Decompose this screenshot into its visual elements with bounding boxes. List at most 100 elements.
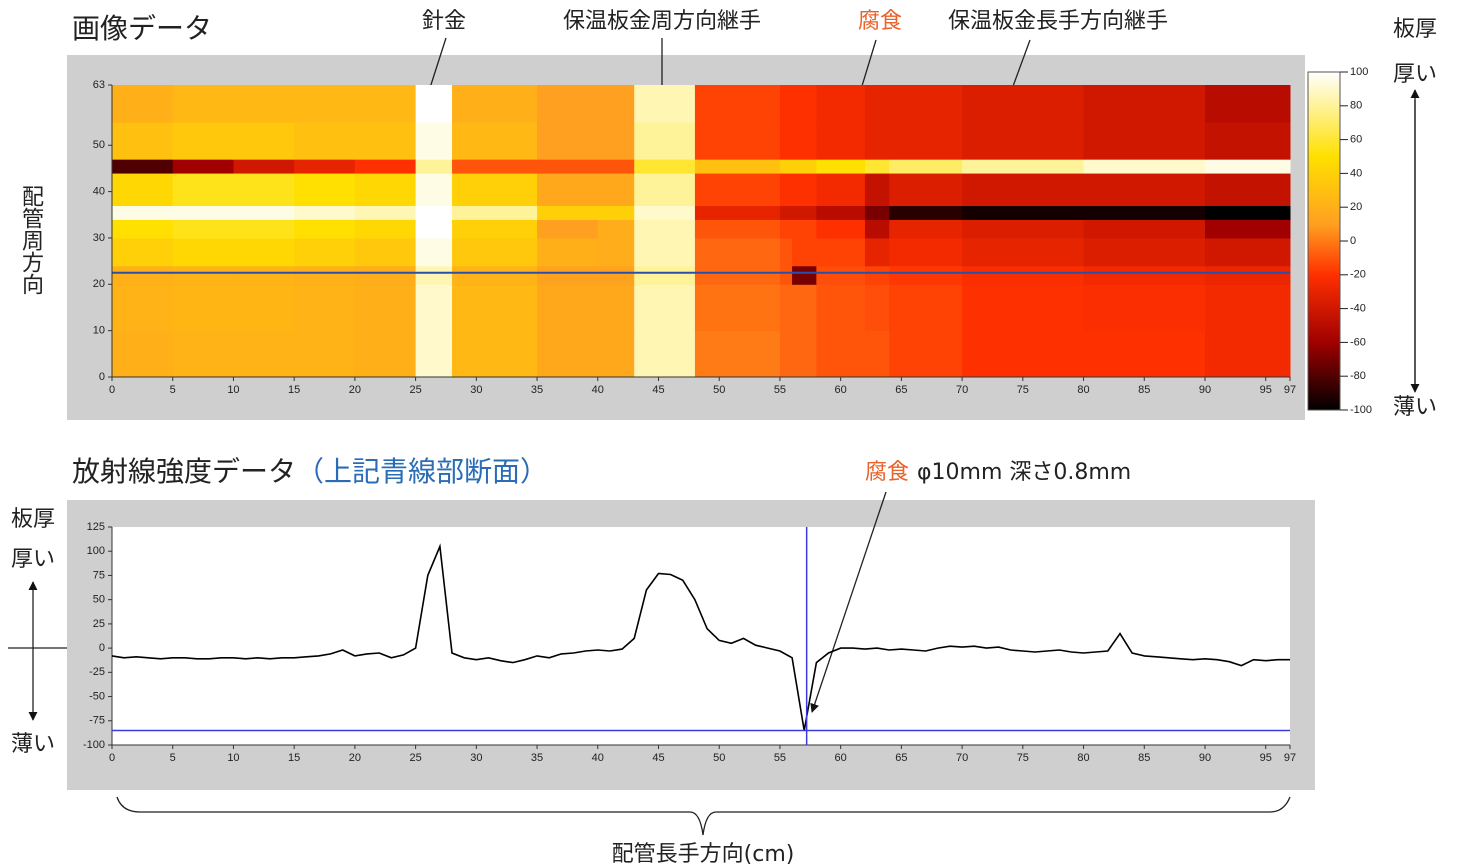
heatmap-cell — [889, 331, 962, 378]
heatmap-cell — [1205, 206, 1291, 220]
heatmap-cell — [112, 173, 173, 206]
heatmap-cell — [780, 206, 793, 220]
heatmap-cell — [233, 173, 294, 206]
y-tick-label: 10 — [93, 325, 105, 337]
heatmap-cell — [634, 219, 695, 238]
annotation: 針金 — [422, 9, 466, 34]
heatmap-cell — [962, 159, 1084, 173]
heatmap-cell — [355, 331, 416, 378]
heatmap-cell — [792, 85, 817, 123]
x-tick-label: 55 — [774, 752, 786, 764]
y-tick-label: 125 — [87, 521, 105, 533]
x-tick-label: 30 — [470, 384, 482, 396]
heatmap-cell — [1084, 173, 1206, 206]
heatmap-cell — [780, 122, 793, 160]
heatmap-cell — [1205, 331, 1291, 378]
heatmap-cell — [537, 331, 598, 378]
heatmap-cell — [173, 331, 234, 378]
x-tick-label: 95 — [1260, 752, 1272, 764]
heatmap-cell — [1084, 331, 1206, 378]
heatmap-cell — [695, 284, 781, 331]
x-tick-label: 0 — [109, 752, 115, 764]
heatmap-cell — [865, 331, 890, 378]
heatmap-cell — [962, 331, 1084, 378]
heatmap-cell — [452, 266, 538, 285]
heatmap-cell — [173, 85, 234, 123]
heatmap-cell — [294, 331, 355, 378]
heatmap-cell — [816, 159, 865, 173]
heatmap-cell — [634, 85, 695, 123]
x-tick-label: 60 — [835, 752, 847, 764]
heatmap-cell — [780, 238, 793, 266]
heatmap-cell — [1205, 266, 1291, 285]
heatmap-cell — [634, 122, 695, 160]
x-tick-label: 85 — [1138, 384, 1150, 396]
heatmap-cell — [537, 284, 598, 331]
heatmap-cell — [294, 206, 355, 220]
colorbar-tick-label: 80 — [1350, 100, 1362, 112]
x-tick-label: 70 — [956, 752, 968, 764]
colorbar — [1308, 72, 1340, 410]
heatmap-cell — [112, 85, 173, 123]
heatmap-cell — [355, 173, 416, 206]
heatmap-cell — [889, 122, 962, 160]
colorbar-high-label: 厚い — [1393, 62, 1437, 87]
heatmap-cell — [634, 159, 695, 173]
heatmap-cell — [355, 266, 416, 285]
annotation: 腐食 — [865, 460, 909, 485]
line-annotation: 腐食 φ10mm 深さ0.8mm — [865, 460, 1131, 485]
y-tick-label: 20 — [93, 278, 105, 290]
heatmap-cell — [233, 159, 294, 173]
heatmap-cell — [780, 266, 793, 285]
heatmap-cell — [112, 206, 173, 220]
heatmap-cell — [634, 284, 695, 331]
y-tick-label: 0 — [99, 642, 105, 654]
heatmap-cell — [537, 219, 598, 238]
heatmap-cell — [112, 219, 173, 238]
y-tick-label: -75 — [89, 715, 105, 727]
colorbar-tick-label: 20 — [1350, 201, 1362, 213]
heatmap-cell — [889, 238, 962, 266]
heatmap-cell — [452, 85, 538, 123]
colorbar-tick-label: 40 — [1350, 167, 1362, 179]
heatmap-cell — [112, 266, 173, 285]
x-tick-label: 75 — [1017, 752, 1029, 764]
heatmap-cell — [452, 206, 538, 220]
side-title: 板厚 — [11, 507, 55, 532]
heatmap-cell — [792, 238, 817, 266]
heatmap-cell — [452, 331, 538, 378]
x-tick-label: 90 — [1199, 384, 1211, 396]
annotation: 保温板金長手方向継手 — [948, 9, 1168, 34]
heatmap-cell — [1205, 85, 1291, 123]
heatmap-cell — [865, 219, 890, 238]
heatmap-cell — [112, 159, 173, 173]
heatmap-cell — [598, 331, 635, 378]
heatmap-cell — [962, 122, 1084, 160]
x-tick-label: 10 — [227, 384, 239, 396]
heatmap-cell — [816, 238, 865, 266]
x-tick-label: 80 — [1077, 752, 1089, 764]
heatmap-cell — [816, 284, 865, 331]
heatmap-cell — [233, 122, 294, 160]
heatmap-cell — [695, 122, 781, 160]
x-tick-label: 70 — [956, 384, 968, 396]
heatmap-cell — [1084, 284, 1206, 331]
side-high-label: 厚い — [11, 547, 55, 572]
heatmap-cell — [889, 159, 962, 173]
x-tick-label: 45 — [652, 752, 664, 764]
heatmap-cell — [865, 173, 890, 206]
heatmap-cell — [112, 331, 173, 378]
heatmap-cell — [792, 159, 817, 173]
heatmap-cell — [294, 284, 355, 331]
heatmap-cell — [173, 284, 234, 331]
heatmap-cell — [355, 284, 416, 331]
colorbar-tick-label: -100 — [1350, 404, 1372, 416]
heatmap-cell — [816, 173, 865, 206]
heatmap-cell — [416, 173, 453, 206]
heatmap-cell — [962, 173, 1084, 206]
heatmap-cell — [695, 331, 781, 378]
colorbar-tick-label: -20 — [1350, 269, 1366, 281]
heatmap-cell — [294, 122, 355, 160]
heatmap-cell — [865, 206, 890, 220]
annotation-detail: φ10mm 深さ0.8mm — [917, 460, 1131, 485]
